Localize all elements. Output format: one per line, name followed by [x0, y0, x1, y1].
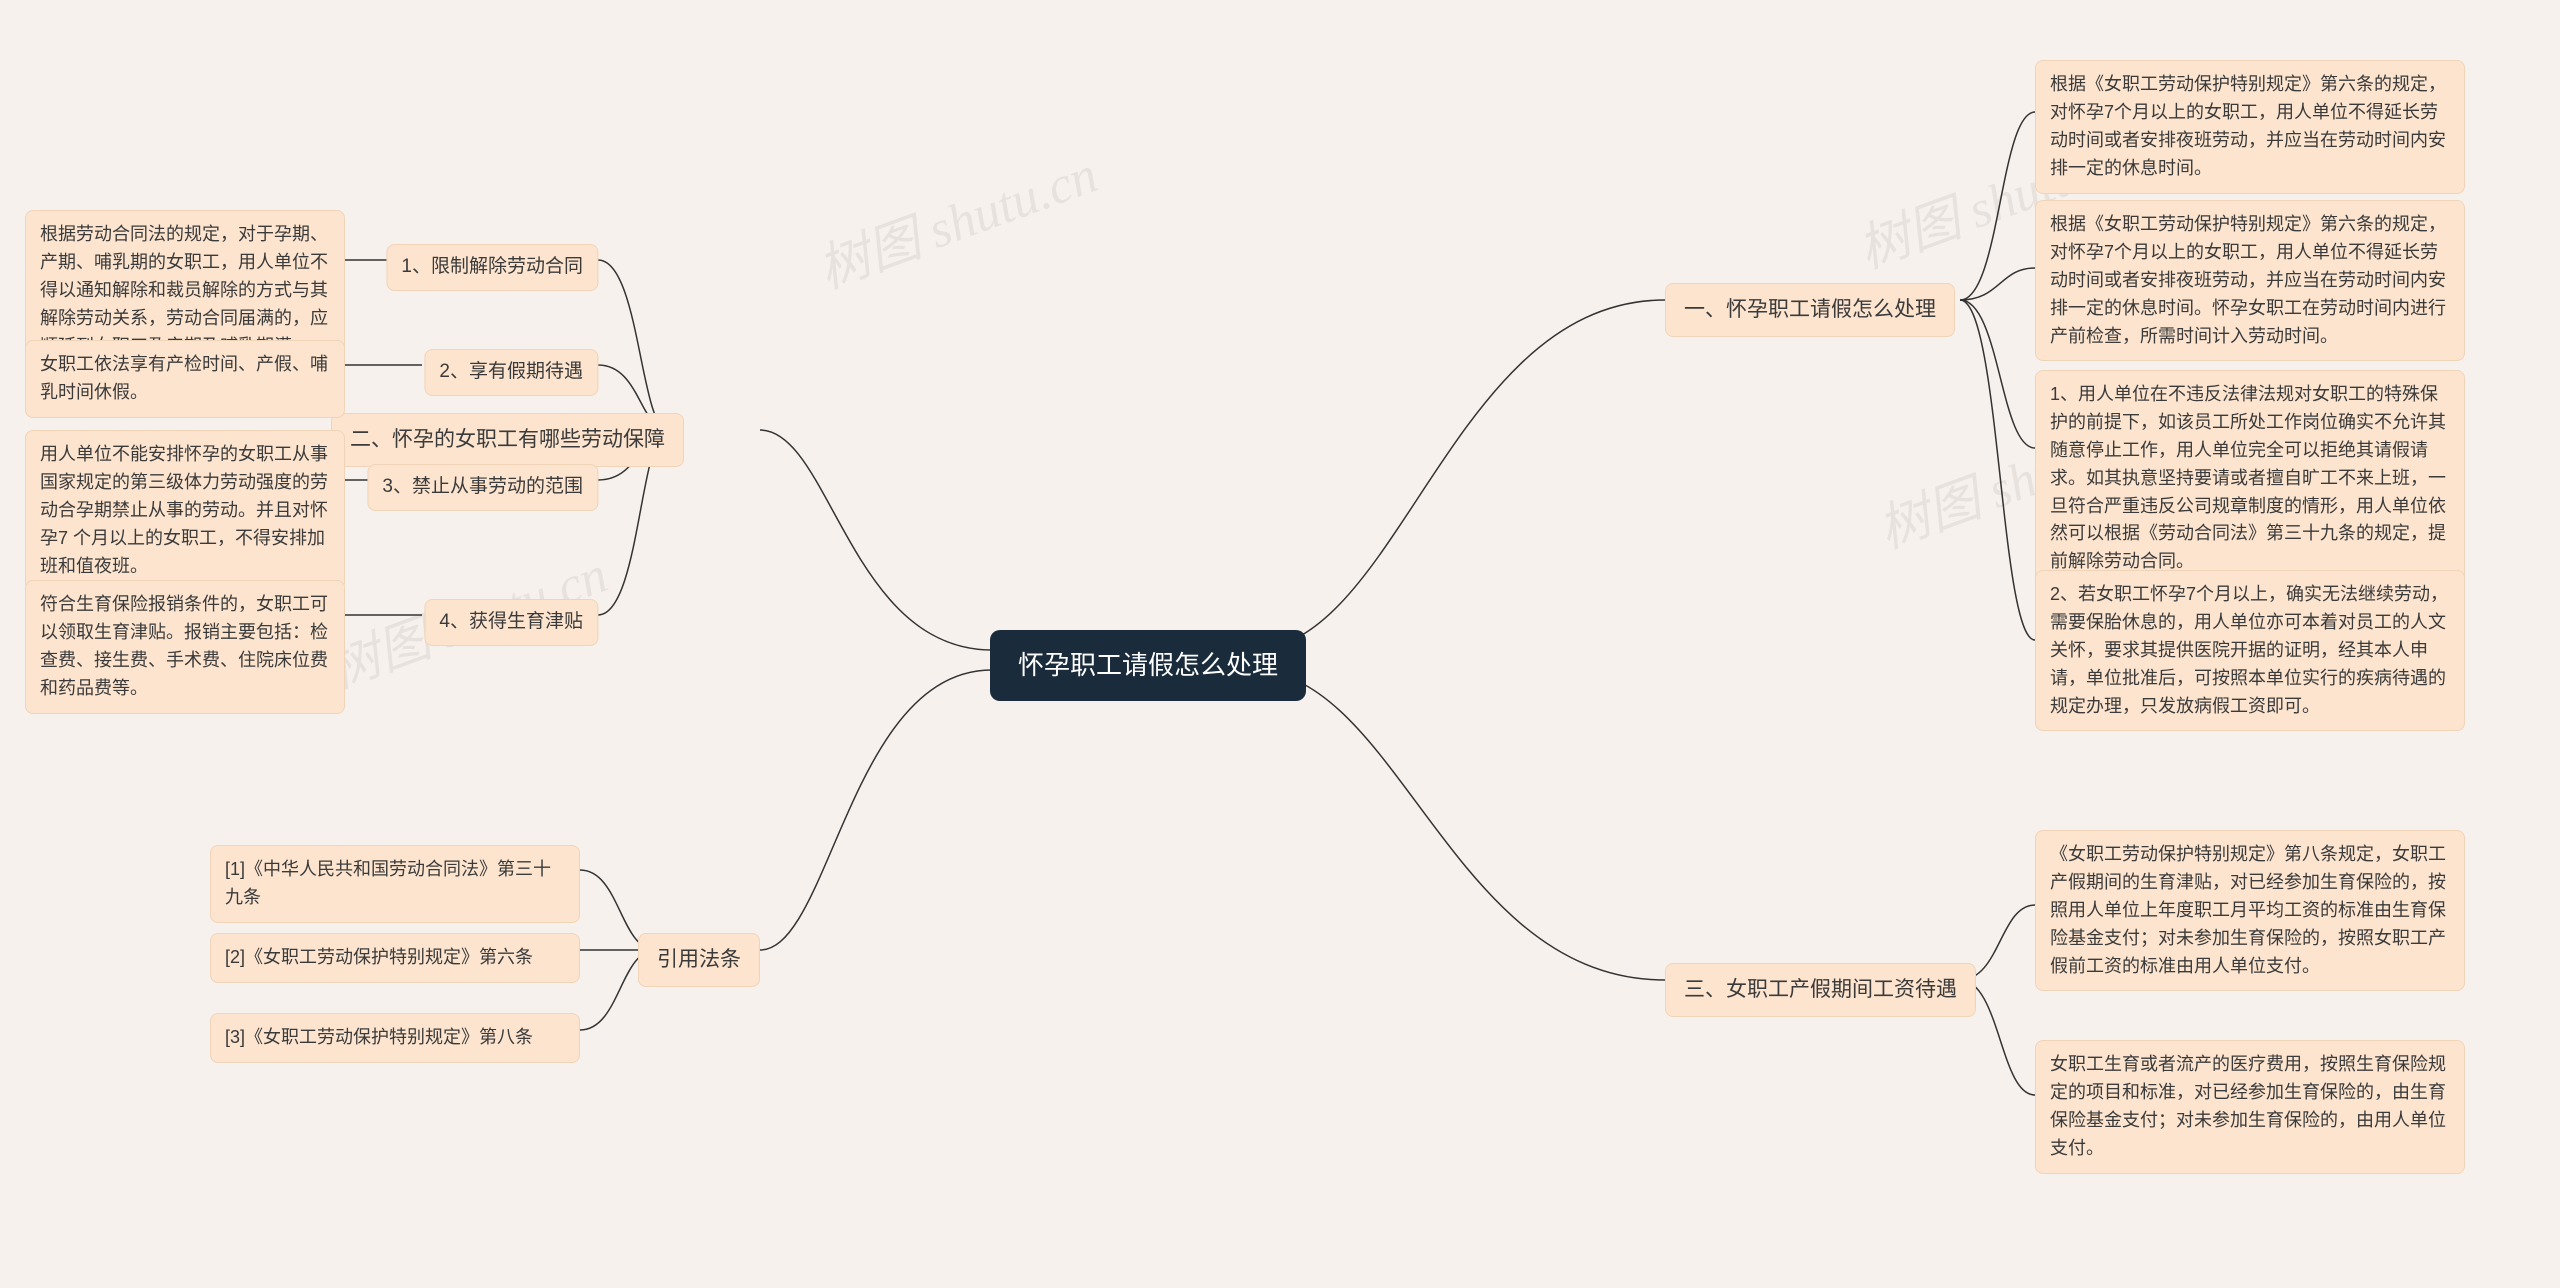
- branch-2[interactable]: 二、怀孕的女职工有哪些劳动保障: [331, 413, 684, 467]
- root-node[interactable]: 怀孕职工请假怎么处理: [990, 630, 1306, 701]
- b3-leaf-0: 《女职工劳动保护特别规定》第八条规定，女职工产假期间的生育津贴，对已经参加生育保…: [2035, 830, 2465, 991]
- watermark: 树图 shutu.cn: [806, 132, 1106, 302]
- b1-leaf-1: 根据《女职工劳动保护特别规定》第六条的规定，对怀孕7个月以上的女职工，用人单位不…: [2035, 200, 2465, 361]
- b2-sub-0[interactable]: 1、限制解除劳动合同: [386, 244, 598, 291]
- b1-leaf-0: 根据《女职工劳动保护特别规定》第六条的规定，对怀孕7个月以上的女职工，用人单位不…: [2035, 60, 2465, 194]
- b2-sub-3[interactable]: 4、获得生育津贴: [424, 599, 598, 646]
- b4-leaf-0: [1]《中华人民共和国劳动合同法》第三十九条: [210, 845, 580, 923]
- b2-leaf-3: 符合生育保险报销条件的，女职工可以领取生育津贴。报销主要包括：检查费、接生费、手…: [25, 580, 345, 714]
- branch-1[interactable]: 一、怀孕职工请假怎么处理: [1665, 283, 1955, 337]
- branch-3[interactable]: 三、女职工产假期间工资待遇: [1665, 963, 1976, 1017]
- b2-sub-2[interactable]: 3、禁止从事劳动的范围: [367, 464, 598, 511]
- b3-leaf-1: 女职工生育或者流产的医疗费用，按照生育保险规定的项目和标准，对已经参加生育保险的…: [2035, 1040, 2465, 1174]
- b4-leaf-2: [3]《女职工劳动保护特别规定》第八条: [210, 1013, 580, 1063]
- b4-leaf-1: [2]《女职工劳动保护特别规定》第六条: [210, 933, 580, 983]
- b2-leaf-2: 用人单位不能安排怀孕的女职工从事国家规定的第三级体力劳动强度的劳动合孕期禁止从事…: [25, 430, 345, 591]
- b2-leaf-1: 女职工依法享有产检时间、产假、哺乳时间休假。: [25, 340, 345, 418]
- b2-sub-1[interactable]: 2、享有假期待遇: [424, 349, 598, 396]
- b1-leaf-3: 2、若女职工怀孕7个月以上，确实无法继续劳动，需要保胎休息的，用人单位亦可本着对…: [2035, 570, 2465, 731]
- b1-leaf-2: 1、用人单位在不违反法律法规对女职工的特殊保护的前提下，如该员工所处工作岗位确实…: [2035, 370, 2465, 587]
- branch-4[interactable]: 引用法条: [638, 933, 760, 987]
